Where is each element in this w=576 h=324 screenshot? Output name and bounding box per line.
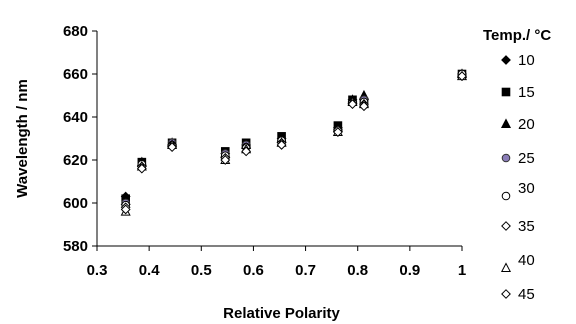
legend-marker	[500, 118, 512, 128]
x-tick-label: 0.9	[399, 262, 420, 279]
legend-label: 20	[518, 116, 535, 133]
data-point	[167, 142, 177, 153]
legend: Temp./ °C 10 15 20 25 30 35 40 45	[483, 27, 551, 303]
series-15	[121, 69, 467, 203]
legend-label: 25	[518, 150, 535, 167]
legend-label: 10	[518, 52, 535, 69]
data-point	[241, 146, 252, 157]
legend-marker	[501, 191, 511, 201]
y-tick-label: 660	[63, 66, 88, 83]
data-point	[457, 71, 467, 82]
legend-marker	[501, 87, 511, 97]
legend-label: 45	[518, 286, 535, 303]
legend-title: Temp./ °C	[483, 27, 551, 44]
legend-marker	[501, 55, 511, 65]
y-tick-label: 680	[63, 23, 88, 40]
legend-label: 30	[518, 180, 535, 197]
x-tick-label: 0.6	[243, 262, 264, 279]
x-tick-label: 0.7	[295, 262, 316, 279]
y-tick-label: 640	[63, 109, 88, 126]
data-point	[276, 140, 287, 150]
legend-marker	[501, 221, 511, 231]
legend-label: 15	[518, 84, 535, 101]
data-point	[359, 101, 369, 112]
x-tick-label: 0.8	[347, 262, 368, 279]
x-tick-label: 1	[458, 262, 466, 279]
data-point	[220, 155, 231, 165]
series-45	[120, 71, 467, 215]
y-tick-label: 580	[63, 238, 88, 255]
data-point	[332, 127, 343, 137]
x-tick-label: 0.3	[87, 262, 108, 279]
y-axis-label: Wavelength / nm	[14, 79, 31, 198]
legend-marker	[501, 153, 511, 163]
series-10	[120, 69, 467, 202]
data-point	[120, 204, 131, 215]
data-point	[347, 99, 358, 110]
y-tick-label: 620	[63, 152, 88, 169]
x-tick-label: 0.5	[191, 262, 212, 279]
legend-marker	[501, 289, 511, 299]
data-point	[136, 163, 147, 174]
legend-marker	[500, 262, 512, 272]
x-axis-label: Relative Polarity	[223, 305, 340, 322]
legend-label: 40	[518, 252, 535, 269]
y-tick-label: 600	[63, 195, 88, 212]
x-tick-label: 0.4	[139, 262, 161, 279]
series-20	[120, 68, 468, 205]
legend-label: 35	[518, 218, 535, 235]
series-25	[121, 69, 467, 208]
